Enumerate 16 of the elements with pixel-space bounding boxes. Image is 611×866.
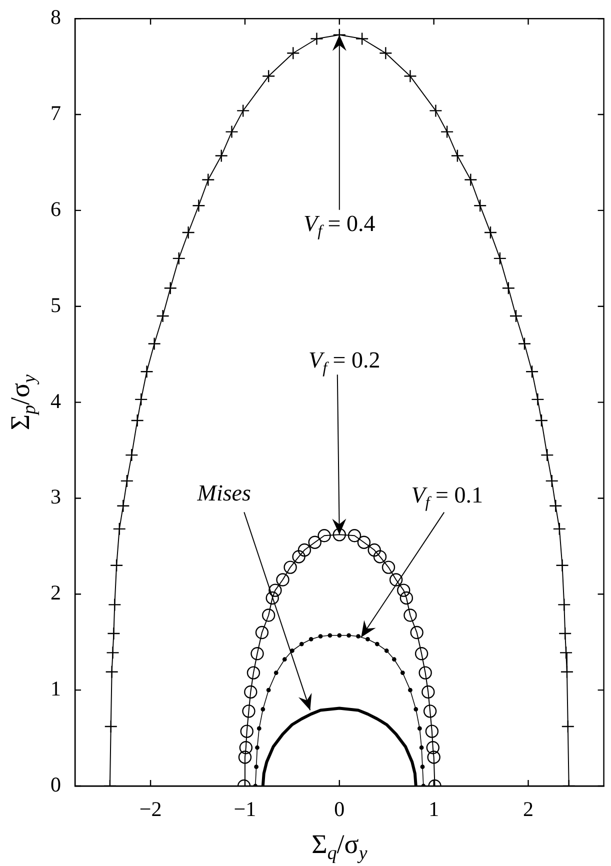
y-tick-label: 5 [50,292,61,317]
x-tick-label: 0 [334,797,345,822]
y-tick-label: 4 [50,388,62,413]
x-tick-label: −2 [139,797,162,822]
x-tick-label: 2 [523,797,534,822]
x-tick-label: 1 [428,797,440,822]
y-tick-label: 8 [50,5,61,30]
annotation: Mises [196,480,252,506]
y-tick-label: 1 [50,676,61,701]
x-tick-label: −1 [234,797,256,822]
y-tick-label: 6 [50,196,61,221]
y-tick-label: 0 [50,772,61,797]
y-tick-label: 7 [50,101,61,126]
y-tick-label: 2 [50,580,61,605]
y-axis-title: Σp/σy [5,374,40,430]
y-tick-label: 3 [50,484,61,509]
